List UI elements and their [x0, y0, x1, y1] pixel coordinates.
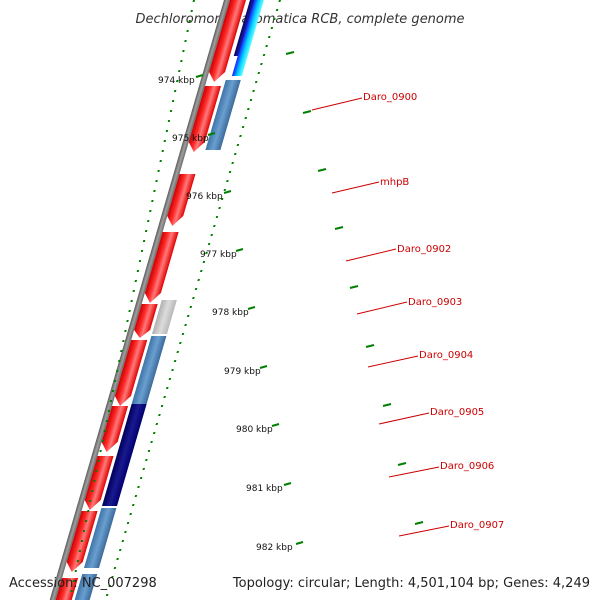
gene-feature[interactable]	[131, 336, 167, 404]
gene-label[interactable]: Daro_0903	[408, 297, 462, 308]
inner-ruler	[68, 0, 195, 600]
accession-text: Accession: NC_007298	[9, 576, 157, 591]
genome-backbone	[49, 0, 230, 600]
gene-feature[interactable]	[231, 0, 264, 76]
gene-feature[interactable]	[117, 404, 147, 452]
gene-feature[interactable]	[82, 456, 114, 510]
gene-label[interactable]: Daro_0900	[363, 92, 417, 103]
gene-label[interactable]: Daro_0907	[450, 520, 504, 531]
tick-label: 974 kbp	[158, 76, 195, 86]
tick-label: 978 kbp	[212, 308, 249, 318]
gene-feature[interactable]	[112, 340, 148, 406]
gene-labels: Daro_0900 mhpB Daro_0902 Daro_0903 Daro_…	[363, 92, 504, 531]
tick-label: 976 kbp	[186, 192, 223, 202]
gene-feature[interactable]	[83, 508, 117, 568]
tick-mark	[207, 132, 216, 136]
tick-label: 977 kbp	[200, 250, 237, 260]
tick-label: 975 kbp	[172, 134, 209, 144]
tick-label: 982 kbp	[256, 543, 293, 553]
tick-mark	[271, 423, 280, 427]
tick-mark	[195, 74, 204, 78]
tick-label: 980 kbp	[236, 425, 273, 435]
gene-label[interactable]: Daro_0902	[397, 244, 451, 255]
gene-feature[interactable]	[99, 406, 129, 452]
gene-label[interactable]: Daro_0904	[419, 350, 473, 361]
tick-label: 979 kbp	[224, 367, 261, 377]
gene-label[interactable]: Daro_0905	[430, 407, 484, 418]
outer-ruler	[104, 0, 281, 600]
map-title: Dechloromonas aromatica RCB, complete ge…	[135, 12, 464, 27]
tick-mark	[283, 482, 292, 486]
gene-label[interactable]: Daro_0906	[440, 461, 494, 472]
gene-feature[interactable]	[55, 578, 79, 600]
outer-ruler-ticks	[285, 51, 424, 525]
tick-mark	[235, 248, 244, 252]
tick-mark	[247, 306, 256, 310]
ruler-ticks: 974 kbp 975 kbp 976 kbp 977 kbp 978 kbp …	[158, 74, 304, 553]
gene-feature[interactable]	[101, 452, 133, 506]
gene-label[interactable]: mhpB	[380, 177, 409, 188]
gene-feature[interactable]	[206, 0, 246, 82]
gene-feature[interactable]	[142, 232, 179, 303]
tick-mark	[223, 190, 232, 194]
gene-feature[interactable]	[74, 574, 98, 600]
gene-feature[interactable]	[164, 174, 196, 226]
tick-label: 981 kbp	[246, 484, 283, 494]
gene-feature[interactable]	[132, 304, 158, 338]
tick-mark	[259, 365, 268, 369]
topology-text: Topology: circular; Length: 4,501,104 bp…	[232, 576, 590, 591]
label-leaders	[311, 97, 450, 537]
gene-feature[interactable]	[151, 300, 177, 334]
reverse-strand-track	[74, 0, 264, 600]
gene-feature[interactable]	[186, 86, 222, 152]
tick-mark	[295, 541, 304, 545]
forward-strand-track	[55, 0, 246, 600]
